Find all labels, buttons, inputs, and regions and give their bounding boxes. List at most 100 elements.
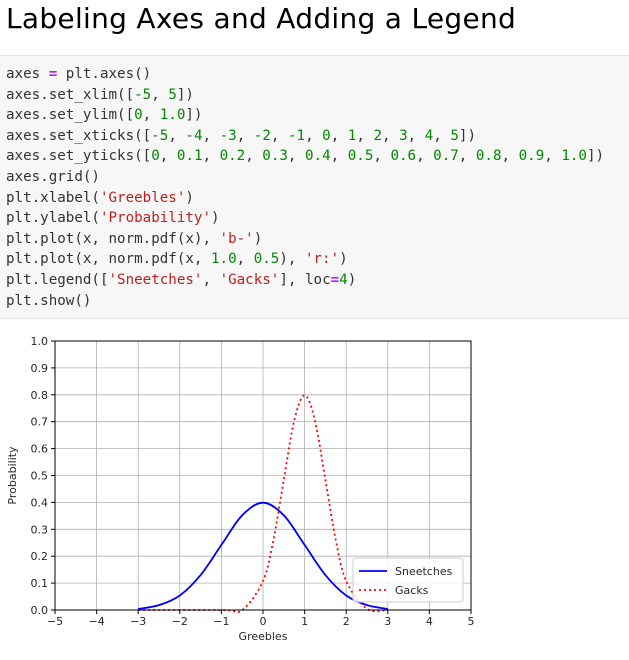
code-token: ): [185, 189, 194, 206]
code-token: ,: [330, 148, 348, 165]
code-token-num: -5: [134, 86, 152, 103]
code-token-num: 0: [134, 107, 143, 124]
code-token: plt.ylabel(: [6, 210, 100, 227]
code-token-num: -4: [185, 127, 203, 144]
plot-output: −5 −4 −3 −2 −1 0 1 2 3 4 5 0.0 0.1 0.2 0.3 0.4 0.5 0.6 0.7…: [0, 320, 629, 655]
x-tick-label: 2: [343, 615, 350, 628]
code-token-num: 0.3: [262, 148, 288, 165]
code-token: ,: [168, 127, 186, 144]
code-token: ,: [202, 127, 220, 144]
code-token: ]): [458, 127, 476, 144]
code-token-num: 0.1: [176, 148, 203, 165]
code-token-num: 0.4: [305, 148, 331, 165]
code-token: plt.plot(x, norm.pdf(x,: [6, 251, 211, 268]
y-axis-label: Probability: [6, 446, 19, 505]
code-token-num: 1.0: [561, 148, 587, 165]
code-token: ,: [270, 127, 288, 144]
code-token: ]): [586, 148, 605, 165]
y-tick-label: 0.3: [31, 523, 49, 536]
code-token-num: 5: [450, 127, 459, 144]
code-token: ,: [544, 148, 562, 165]
code-token: ,: [159, 148, 177, 165]
code-token: ): [253, 230, 263, 247]
code-token-num: 0.6: [390, 148, 417, 165]
x-tick-label: −5: [47, 615, 63, 628]
code-token: ): [347, 272, 357, 288]
code-token: ,: [407, 127, 425, 144]
y-tick-label: 0.8: [31, 389, 49, 402]
page-heading: Labeling Axes and Adding a Legend: [6, 2, 517, 35]
code-token: axes.set_yticks([: [6, 148, 152, 165]
x-tick-label: −4: [88, 615, 104, 628]
code-token: ,: [245, 148, 263, 165]
code-token-num: 0.8: [475, 148, 502, 165]
y-tick-label: 0.6: [31, 443, 49, 456]
code-token: plt.plot(x, norm.pdf(x),: [6, 230, 220, 247]
code-token-num: 4: [339, 272, 348, 288]
code-token-str: 'b-': [219, 230, 254, 247]
code-token: axes.grid(): [6, 169, 100, 185]
code-token-str: 'Greebles': [99, 189, 186, 206]
code-token-num: 4: [424, 127, 434, 144]
code-token: plt.show(): [6, 292, 92, 309]
code-token: ,: [330, 127, 348, 144]
code-token-str: 'Gacks': [219, 272, 280, 288]
code-token: axes: [6, 66, 49, 82]
code-token-str: 'Probability': [99, 210, 212, 227]
code-token-num: -1: [287, 127, 306, 144]
code-token: plt.axes(): [57, 66, 152, 82]
line-chart: −5 −4 −3 −2 −1 0 1 2 3 4 5 0.0 0.1 0.2 0.3 0.4 0.5 0.6 0.7…: [6, 335, 475, 643]
code-token-op: =: [330, 272, 340, 288]
code-token: ,: [236, 127, 254, 144]
code-token: ,: [151, 86, 169, 103]
code-token: ,: [305, 127, 323, 144]
code-token-num: 2: [373, 127, 382, 144]
code-token: ,: [381, 127, 400, 144]
legend-box: [352, 557, 464, 603]
legend: Sneetches Gacks: [352, 557, 464, 603]
code-token-num: -2: [253, 127, 271, 144]
code-line: plt.show(): [6, 291, 91, 311]
code-token-num: 0.2: [219, 148, 246, 165]
code-line: axes.set_yticks([0, 0.1, 0.2, 0.3, 0.4, …: [6, 146, 604, 166]
code-line: plt.plot(x, norm.pdf(x), 'b-'): [6, 229, 262, 249]
y-tick-label: 0.1: [31, 577, 49, 590]
code-token: ,: [142, 107, 160, 124]
x-tick-label: 5: [468, 615, 475, 628]
code-line: axes = plt.axes(): [6, 64, 151, 84]
code-token: ,: [373, 148, 391, 165]
code-cell[interactable]: axes = plt.axes() axes.set_xlim([-5, 5]) a…: [0, 55, 629, 319]
code-token-num: 5: [168, 86, 177, 103]
code-token: ),: [279, 251, 305, 268]
code-token-op: =: [48, 66, 58, 82]
code-token-num: 0.9: [518, 148, 545, 165]
legend-label: Sneetches: [395, 565, 453, 578]
y-tick-label: 0.9: [31, 362, 49, 375]
x-tick-label: −2: [172, 615, 188, 628]
x-tick-label: 4: [426, 615, 433, 628]
code-token: ,: [433, 127, 451, 144]
x-tick-label: 0: [260, 615, 267, 628]
code-token-num: 0.5: [347, 148, 374, 165]
code-line: plt.xlabel('Greebles'): [6, 188, 194, 208]
code-line: axes.set_xlim([-5, 5]): [6, 85, 194, 105]
code-token: ): [339, 251, 348, 268]
x-tick-label: −3: [130, 615, 146, 628]
code-line: axes.grid(): [6, 167, 100, 187]
code-token-num: 0.5: [253, 251, 280, 268]
y-tick-label: 1.0: [31, 335, 49, 348]
x-tick-label: 3: [384, 615, 391, 628]
y-tick-label: 0.0: [31, 604, 49, 617]
code-token: plt.legend([: [6, 272, 109, 288]
x-tick-label: −1: [213, 615, 229, 628]
x-tick-label: 1: [301, 615, 308, 628]
code-token: ,: [202, 272, 220, 288]
code-token-num: -3: [219, 127, 237, 144]
code-token-num: 0: [322, 127, 331, 144]
code-token-str: 'r:': [304, 251, 340, 268]
code-line: axes.set_ylim([0, 1.0]): [6, 105, 202, 125]
code-token-num: 1.0: [211, 251, 237, 268]
code-token: ,: [458, 148, 476, 165]
code-token-num: 1: [347, 127, 357, 144]
series-line-sneetches: [138, 501, 388, 610]
